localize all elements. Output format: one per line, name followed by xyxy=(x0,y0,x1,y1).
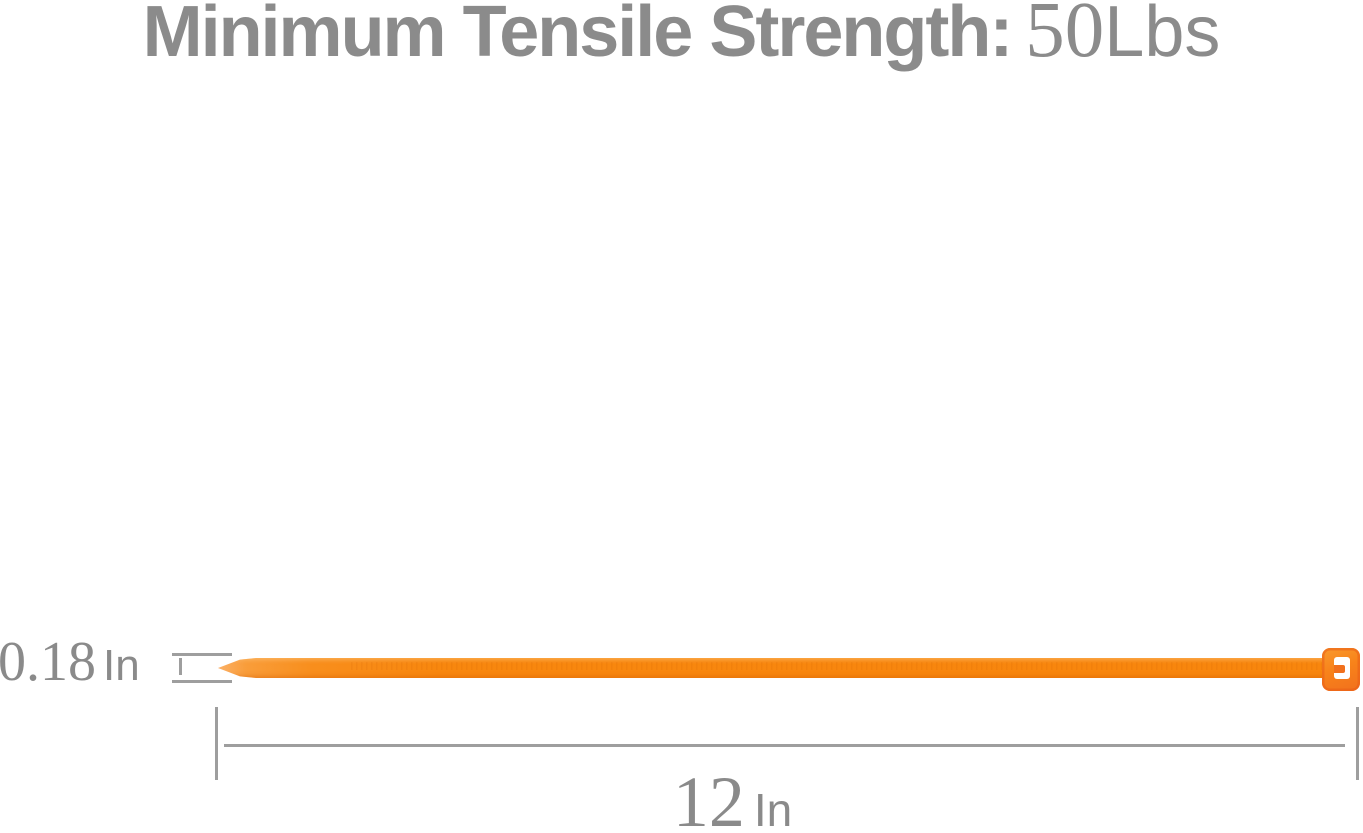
length-dimension-right-tick xyxy=(1356,707,1359,780)
length-dimension-value: 12 xyxy=(672,762,745,833)
title-unit: Lbs xyxy=(1104,0,1221,72)
length-dimension-label: 12 In xyxy=(51,766,1363,833)
width-bracket-tick xyxy=(179,658,182,675)
cable-tie-head xyxy=(1322,648,1360,691)
cable-tie-strap xyxy=(218,658,1326,678)
cable-tie-head-pawl xyxy=(1334,665,1345,673)
width-bracket-top-line xyxy=(172,653,232,656)
title-value: 50 xyxy=(1025,0,1105,74)
length-dimension-left-tick xyxy=(215,707,218,780)
width-dimension-unit: In xyxy=(103,641,140,690)
figure-title: Minimum Tensile Strength: 50Lbs xyxy=(0,0,1363,70)
title-label: Minimum Tensile Strength: xyxy=(142,0,1014,72)
width-bracket-bottom-line xyxy=(172,680,232,683)
width-dimension-value: 0.18 xyxy=(0,631,96,693)
length-dimension-line xyxy=(224,744,1345,747)
length-dimension-unit: In xyxy=(753,784,793,833)
width-dimension-label: 0.18 In xyxy=(0,634,140,690)
